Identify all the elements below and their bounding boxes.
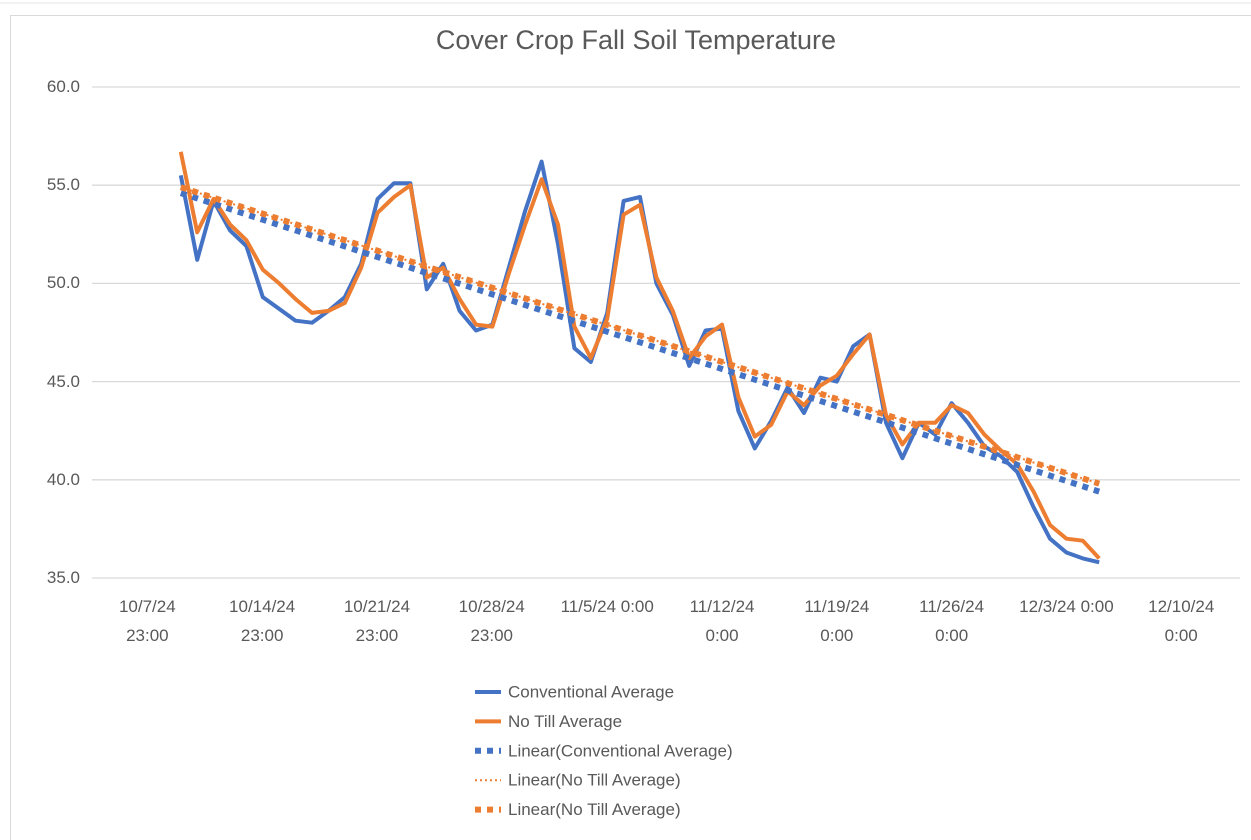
series-line xyxy=(178,151,1101,560)
y-tick-label: 55.0 xyxy=(46,175,80,195)
x-tick-label: 10/14/24 23:00 xyxy=(229,597,296,645)
chart-title: Cover Crop Fall Soil Temperature xyxy=(436,25,836,55)
y-tick-label: 40.0 xyxy=(46,469,80,489)
legend-label: Conventional Average xyxy=(508,682,674,701)
trendline xyxy=(179,190,1101,495)
series-line xyxy=(178,159,1100,565)
x-tick-label: 11/19/24 0:00 xyxy=(804,597,870,645)
legend-label: Linear(No Till Average) xyxy=(508,771,681,790)
legend-label: Linear(Conventional Average) xyxy=(508,741,733,760)
legend-label: Linear(No Till Average) xyxy=(508,800,681,819)
x-tick-label: 12/3/24 0:00 xyxy=(1019,597,1114,616)
x-tick-label: 11/26/24 0:00 xyxy=(919,597,985,645)
x-tick-label: 10/7/24 23:00 xyxy=(118,597,176,645)
x-tick-label: 12/10/24 0:00 xyxy=(1148,597,1215,645)
trendline xyxy=(179,184,1101,487)
x-tick-label: 11/5/24 0:00 xyxy=(560,597,654,616)
y-tick-label: 60.0 xyxy=(46,77,80,96)
y-tick-label: 45.0 xyxy=(46,371,80,391)
x-tick-label: 11/12/24 0:00 xyxy=(689,597,755,645)
chart-frame xyxy=(10,15,1251,840)
x-tick-label: 10/28/24 23:00 xyxy=(458,597,525,645)
legend-label: No Till Average xyxy=(508,712,622,731)
y-tick-label: 35.0 xyxy=(46,568,80,587)
x-tick-label: 10/21/24 23:00 xyxy=(343,597,411,645)
y-tick-label: 50.0 xyxy=(46,273,80,293)
